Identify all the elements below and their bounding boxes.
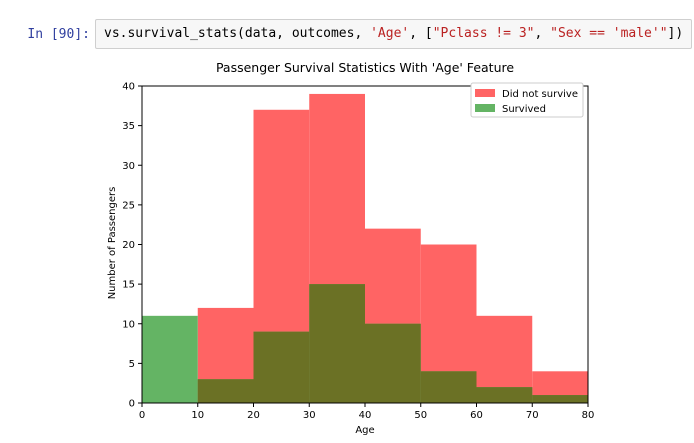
code-token: 'Age' <box>370 26 410 41</box>
bar-overlap <box>420 371 477 403</box>
histogram-chart: Passenger Survival Statistics With 'Age'… <box>107 60 595 436</box>
bar-overlap <box>532 395 588 403</box>
bar-overlap <box>197 379 254 403</box>
y-tick-label: 25 <box>122 200 135 211</box>
x-axis-label: Age <box>355 425 374 436</box>
chart-legend: Did not survive Survived <box>470 82 584 118</box>
x-tick-label: 0 <box>139 410 145 421</box>
legend-swatch <box>475 104 495 112</box>
bar-survived <box>142 315 198 403</box>
code-token: "Sex == 'male'" <box>550 26 668 41</box>
x-axis-ticks: 0 10 20 30 40 50 60 70 80 <box>139 403 595 421</box>
legend-label: Did not survive <box>502 89 578 100</box>
y-axis-label: Number of Passengers <box>107 187 118 300</box>
legend-swatch <box>475 89 495 97</box>
y-tick-label: 35 <box>122 121 135 132</box>
bar-overlap <box>476 387 533 403</box>
y-tick-label: 20 <box>122 240 135 251</box>
y-tick-label: 30 <box>122 161 135 172</box>
legend-label: Survived <box>502 104 546 115</box>
legend-box <box>470 82 584 118</box>
x-tick-label: 70 <box>526 410 539 421</box>
code-token: , [ <box>409 26 433 41</box>
y-axis-ticks: 0 5 10 15 20 25 30 35 40 <box>122 82 142 410</box>
y-tick-label: 15 <box>122 280 135 291</box>
y-tick-label: 5 <box>129 359 135 370</box>
chart-title: Passenger Survival Statistics With 'Age'… <box>216 60 514 75</box>
bar-overlap <box>365 323 421 403</box>
x-tick-label: 80 <box>582 410 595 421</box>
y-tick-label: 10 <box>122 319 135 330</box>
code-token: vs.survival_stats(data, outcomes, <box>104 26 371 41</box>
x-tick-label: 50 <box>414 410 427 421</box>
y-tick-label: 0 <box>129 399 135 410</box>
y-tick-label: 40 <box>122 82 135 93</box>
x-tick-label: 60 <box>470 410 483 421</box>
x-tick-label: 40 <box>359 410 372 421</box>
x-tick-label: 20 <box>247 410 260 421</box>
code-token: , <box>534 26 551 41</box>
cell-prompt: In [90]: <box>27 27 90 42</box>
code-token: "Pclass != 3" <box>432 26 535 41</box>
bar-overlap <box>253 331 310 403</box>
x-tick-label: 10 <box>191 410 204 421</box>
bar-overlap <box>309 284 365 403</box>
series-overlap <box>197 284 588 403</box>
x-tick-label: 30 <box>303 410 316 421</box>
code-token: ]) <box>667 26 684 41</box>
code-input[interactable]: vs.survival_stats(data, outcomes, 'Age',… <box>95 19 692 49</box>
